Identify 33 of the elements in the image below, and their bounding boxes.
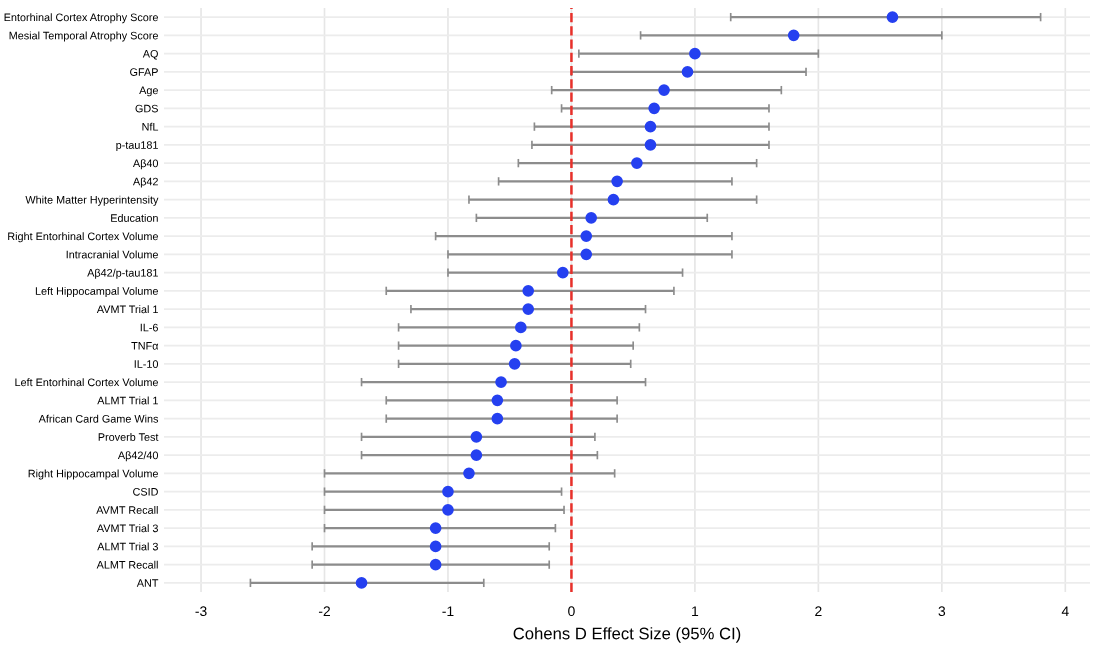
point xyxy=(681,66,694,78)
point xyxy=(886,11,899,23)
point xyxy=(429,522,442,534)
point xyxy=(470,449,483,461)
point xyxy=(470,431,483,443)
point xyxy=(522,303,535,315)
point xyxy=(508,358,521,370)
x-axis-title: Cohens D Effect Size (95% CI) xyxy=(513,627,741,643)
point xyxy=(355,577,368,589)
point xyxy=(429,540,442,553)
point xyxy=(611,175,623,188)
point xyxy=(658,84,670,96)
point xyxy=(631,157,643,169)
point xyxy=(510,339,522,352)
point xyxy=(442,485,454,498)
point xyxy=(522,285,535,297)
point xyxy=(644,139,657,151)
point xyxy=(644,120,657,133)
point xyxy=(495,376,507,388)
point xyxy=(580,248,593,261)
point xyxy=(689,47,701,60)
point xyxy=(580,230,593,242)
point xyxy=(585,212,598,224)
point xyxy=(429,558,442,571)
point xyxy=(491,412,504,425)
point xyxy=(514,321,527,334)
point xyxy=(463,467,475,480)
point xyxy=(556,266,569,279)
point xyxy=(442,504,454,516)
point xyxy=(648,102,660,115)
point xyxy=(491,394,504,407)
point xyxy=(607,193,620,206)
point xyxy=(787,29,800,42)
